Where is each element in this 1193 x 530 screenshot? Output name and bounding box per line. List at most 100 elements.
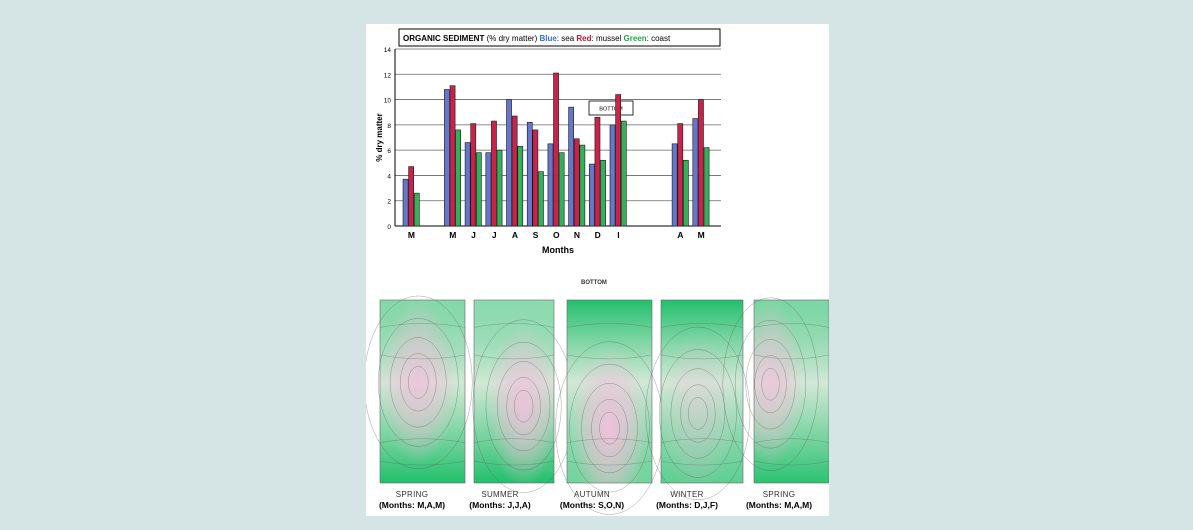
bar-coast-10 (682, 159, 689, 227)
y-tick-label-2: 4 (387, 173, 391, 180)
panel-label-1: SUMMER (Months: J,J,A) (450, 490, 550, 510)
contour-wave-2-3 (566, 460, 653, 466)
contour-line-1-4 (472, 319, 575, 493)
bar-coast-2 (476, 152, 482, 227)
contour-panel-1 (472, 299, 575, 493)
contour-wave-2-1 (566, 354, 653, 360)
panel-label-2: AUTUMN (Months: S,O,N) (542, 490, 642, 510)
contour-line-2-3 (569, 363, 650, 493)
chart-title-part-2: Blue (539, 34, 557, 43)
contour-panel-gradient-4 (754, 300, 829, 483)
bar-mussel-10 (677, 123, 684, 227)
y-tick-label-6: 12 (384, 72, 392, 79)
panel-months-4: (Months: M,A,M) (745, 500, 813, 510)
contour-wave-4-0 (753, 323, 829, 328)
figure-panel: 0 2 4 6 8 10 12 14 ORGANIC SEDIMENT (% dry matte… (366, 24, 829, 516)
contour-line-1-3 (485, 341, 562, 471)
bar-sea-3 (485, 152, 492, 227)
contour-line-0-1 (400, 353, 437, 412)
panel-season-3: WINTER (670, 490, 704, 499)
y-axis-label: % dry matter (375, 113, 384, 161)
bar-coast-3 (496, 149, 503, 227)
contour-panel-gradient-3 (661, 300, 743, 483)
chart-title-part-7: : coast (647, 34, 671, 43)
contour-wave-3-2 (660, 438, 744, 443)
bar-coast-8 (600, 159, 606, 227)
x-axis-label: Months (542, 245, 574, 255)
bar-coast-4 (517, 146, 524, 227)
bar-coast-5 (538, 171, 544, 227)
bar-sea-2 (464, 142, 471, 227)
contour-panel-hotspot-2 (567, 300, 652, 483)
bar-sea-9 (609, 124, 616, 227)
bar-sea-11 (692, 118, 699, 227)
contour-wave-3-3 (660, 460, 744, 466)
panel-season-2: AUTUMN (573, 490, 611, 499)
x-tick-label-11: M (698, 230, 705, 240)
chart-annotation: BOTTOM (599, 107, 623, 113)
contour-panel-bg-4 (754, 300, 829, 483)
contour-line-2-1 (591, 399, 628, 458)
contour-panel-bg-0 (380, 300, 465, 483)
contour-panel-0 (366, 295, 473, 484)
y-tick-label-5: 10 (384, 98, 392, 105)
y-tick-label-4: 8 (387, 123, 391, 130)
contour-panel-frame-4 (753, 299, 829, 484)
bar-mussel-11 (698, 99, 704, 227)
panel-months-2: (Months: S,O,N) (559, 500, 625, 510)
x-tick-label-5: S (533, 230, 539, 240)
chart-title-part-5: : mussel (592, 34, 624, 43)
contour-line-4-3 (735, 319, 806, 449)
bar-coast-7 (579, 144, 586, 227)
chart-title-part-3: : sea (557, 34, 577, 43)
bar-coast-1 (455, 129, 461, 227)
contour-panel-2 (555, 299, 664, 515)
contour-panel-3 (645, 299, 751, 501)
panel-season-4: SPRING (762, 490, 796, 499)
bar-mussel-6 (553, 72, 559, 227)
panel-label-4: SPRING (Months: M,A,M) (729, 490, 829, 510)
contour-panel-frame-2 (566, 299, 653, 484)
panel-label-3: WINTER (Months: D,J,F) (637, 490, 737, 510)
contour-line-4-0 (761, 367, 780, 401)
panel-months-1: (Months: J,J,A) (469, 500, 531, 510)
x-tick-label-10: A (677, 230, 683, 240)
x-tick-label-9: I (617, 230, 619, 240)
y-tick-label-3: 6 (387, 148, 391, 155)
panel-season-0: SPRING (395, 490, 429, 499)
bar-sea-4 (506, 99, 512, 227)
contour-panel-frame-3 (660, 299, 744, 484)
contour-line-1-0 (513, 389, 534, 423)
bar-sea-10 (671, 143, 678, 227)
contour-panel-hotspot-4 (754, 300, 829, 483)
bar-mussel-2 (470, 123, 477, 227)
bar-mussel-1 (449, 85, 456, 227)
contour-panel-gradient-2 (567, 300, 652, 483)
contour-panel-bg-3 (661, 300, 743, 483)
contour-line-2-2 (581, 383, 638, 474)
contour-line-3-4 (645, 326, 751, 501)
chart-title-part-4: Red (576, 34, 591, 43)
bar-sea-0 (402, 178, 409, 227)
contour-line-3-3 (659, 349, 737, 478)
contour-wave-0-2 (379, 438, 466, 443)
x-tick-label-6: O (553, 230, 560, 240)
contour-line-4-1 (754, 355, 787, 414)
chart-title: ORGANIC SEDIMENT (% dry matter) Blue: se… (403, 34, 671, 43)
bar-sea-7 (568, 106, 575, 227)
bar-mussel-4 (511, 115, 518, 227)
y-tick-label-7: 14 (384, 47, 392, 54)
contour-panel-hotspot-0 (380, 300, 465, 483)
contour-line-3-0 (688, 397, 708, 430)
contour-wave-3-1 (660, 354, 744, 360)
x-tick-label-8: D (595, 230, 601, 240)
contour-wave-0-1 (379, 354, 466, 360)
bar-coast-9 (620, 120, 627, 227)
contour-panel-bg-2 (567, 300, 652, 483)
contour-wave-1-2 (473, 438, 555, 443)
annotation-box (588, 100, 634, 116)
x-tick-label-0: M (408, 230, 415, 240)
contour-panel-frame-1 (473, 299, 555, 484)
panel-label-0: SPRING (Months: M,A,M) (362, 490, 462, 510)
contour-wave-1-0 (473, 323, 555, 328)
